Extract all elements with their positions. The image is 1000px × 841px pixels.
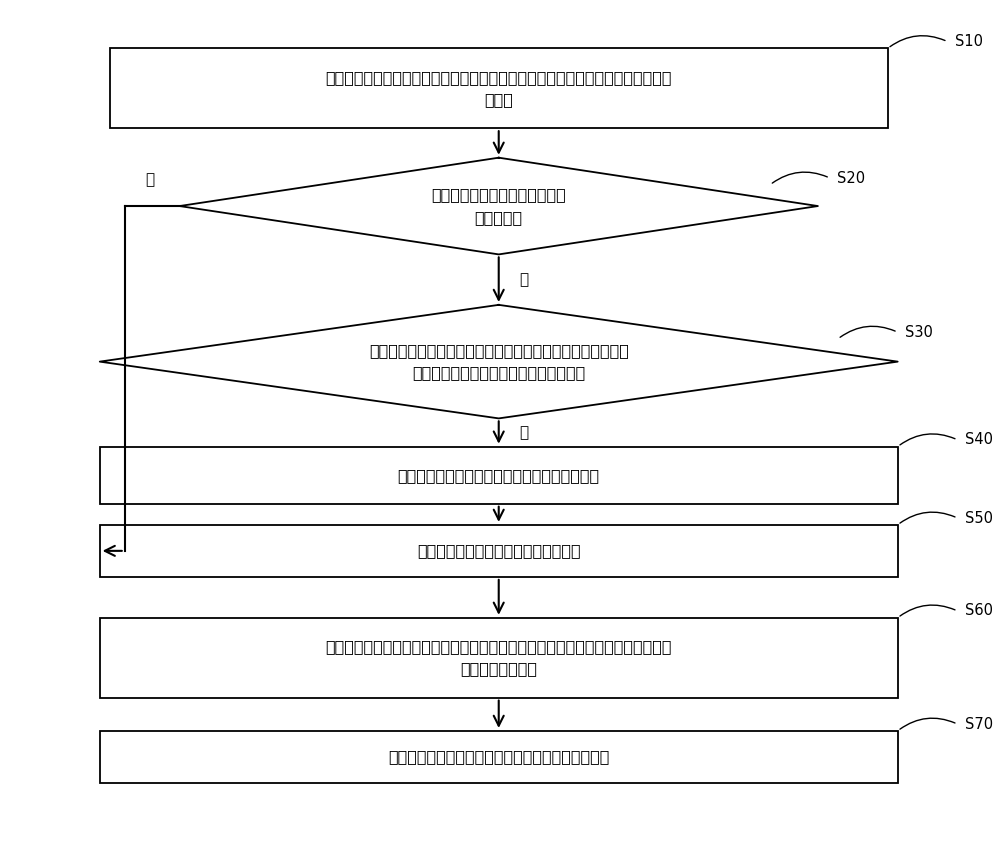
- Text: S40: S40: [965, 432, 993, 447]
- Text: S70: S70: [965, 717, 993, 732]
- Text: S30: S30: [905, 325, 933, 340]
- Text: 将所述终端设备与所述目标网络源进行网络连接: 将所述终端设备与所述目标网络源进行网络连接: [398, 468, 600, 483]
- Text: S60: S60: [965, 604, 993, 618]
- Text: 是: 是: [519, 425, 528, 440]
- FancyArrowPatch shape: [840, 326, 895, 337]
- FancyBboxPatch shape: [100, 618, 898, 698]
- FancyBboxPatch shape: [100, 447, 898, 504]
- Text: S20: S20: [837, 171, 865, 186]
- Text: 将评分值最大的网络源与所述终端设备进行网络连接: 将评分值最大的网络源与所述终端设备进行网络连接: [388, 749, 609, 764]
- Polygon shape: [100, 305, 898, 419]
- FancyBboxPatch shape: [100, 525, 898, 577]
- FancyArrowPatch shape: [900, 718, 955, 729]
- Text: 当接收到用户终端设备发出的网络连接指令时，对所述用户进行语音采集，得到语
音信息: 当接收到用户终端设备发出的网络连接指令时，对所述用户进行语音采集，得到语 音信息: [325, 70, 672, 107]
- FancyBboxPatch shape: [110, 48, 888, 128]
- FancyArrowPatch shape: [890, 35, 945, 47]
- Text: 查询所述目标网络源的网络连接列表，并判断所述语音信息中
的声纹特征与所述网络连接列表是否匹配: 查询所述目标网络源的网络连接列表，并判断所述语音信息中 的声纹特征与所述网络连接…: [369, 343, 629, 380]
- Text: 是: 是: [519, 272, 528, 287]
- Text: 否: 否: [145, 172, 154, 188]
- Polygon shape: [180, 158, 818, 255]
- FancyArrowPatch shape: [900, 605, 955, 616]
- FancyArrowPatch shape: [900, 512, 955, 523]
- Text: S50: S50: [965, 510, 993, 526]
- Text: 对所述终端设备进行定位，得到定位信息，并根据所述定位信息对所述网络名单中
的网络源进行评分: 对所述终端设备进行定位，得到定位信息，并根据所述定位信息对所述网络名单中 的网络…: [325, 639, 672, 676]
- Text: 判断所述语音信息中是否存储有
目标网络源: 判断所述语音信息中是否存储有 目标网络源: [431, 188, 566, 225]
- FancyArrowPatch shape: [772, 172, 827, 183]
- FancyBboxPatch shape: [100, 731, 898, 783]
- Text: S10: S10: [955, 34, 983, 49]
- FancyArrowPatch shape: [900, 434, 955, 445]
- Text: 查询所述声纹特征所连接过的网络名单: 查询所述声纹特征所连接过的网络名单: [417, 543, 581, 558]
